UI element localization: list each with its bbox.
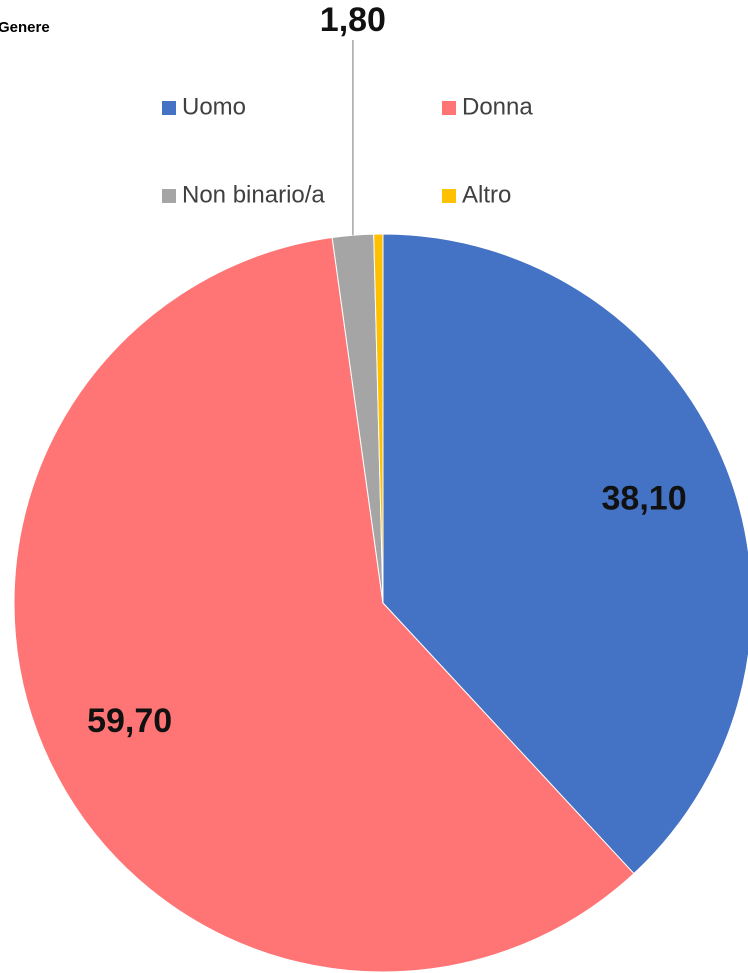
legend-label: Donna <box>462 93 533 120</box>
legend-label: Uomo <box>182 93 246 120</box>
chart-title: Genere <box>0 19 50 36</box>
legend-swatch <box>162 189 176 203</box>
legend-label: Altro <box>462 181 511 208</box>
pie-slice <box>382 233 748 875</box>
pie-slice <box>373 233 384 604</box>
data-label: 59,70 <box>87 702 172 740</box>
legend-swatch <box>162 101 176 115</box>
pie-slice <box>13 236 635 973</box>
data-label: 38,10 <box>602 480 687 518</box>
legend-label: Non binario/a <box>182 181 325 208</box>
legend-swatch <box>442 189 456 203</box>
data-label: 1,80 <box>320 1 386 39</box>
legend-swatch <box>442 101 456 115</box>
